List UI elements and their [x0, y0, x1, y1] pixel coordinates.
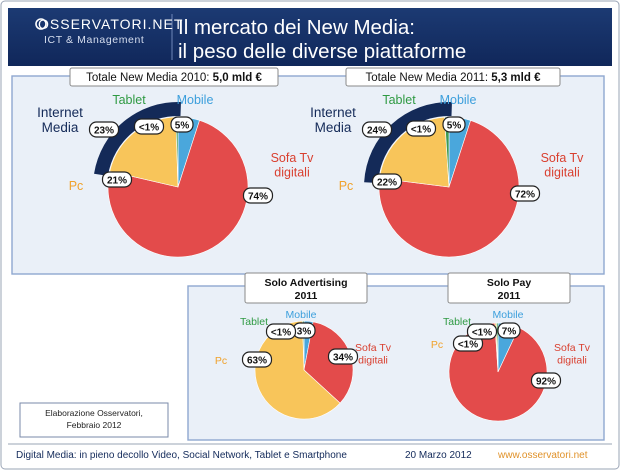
logo-sub: ICT & Management [44, 34, 144, 46]
pie-2011-label-tablet: Tablet [382, 93, 416, 107]
panel-title-pay: Solo Pay 2011 [447, 272, 571, 304]
svg-text:34%: 34% [333, 353, 353, 364]
pie-2010-value-mobile: 5% [170, 116, 194, 133]
pie-adv-label-pc: Pc [215, 355, 227, 367]
svg-text:<1%: <1% [271, 328, 291, 339]
pie-2010-label-pc: Pc [69, 179, 84, 193]
pie-2011-value-internet-media: 24% [361, 121, 393, 138]
pie-pay-label-tablet: Tablet [443, 316, 471, 328]
pie-2010-slice-sofa-tv-digitali [107, 120, 249, 258]
svg-text:21%: 21% [107, 176, 127, 187]
svg-text:92%: 92% [536, 377, 556, 388]
pie-adv-label-sofa-2: digitali [358, 355, 388, 367]
svg-text:Totale New Media 2010: 5,0 mld: Totale New Media 2010: 5,0 mld € [86, 72, 262, 84]
footer-url[interactable]: www.osservatori.net [497, 450, 588, 461]
pie-2011-label-pc: Pc [339, 179, 354, 193]
pie-2010-label-sofa-2: digitali [274, 166, 309, 180]
pie-pay-value-sofa-tv-digitali: 92% [530, 372, 562, 389]
pie-adv-label-mobile: Mobile [286, 309, 317, 321]
panel-title-2010: Totale New Media 2010: 5,0 mld € [69, 67, 279, 87]
pie-2011-slice-sofa-tv-digitali [378, 120, 520, 258]
pie-pay-label-pc: Pc [431, 339, 443, 351]
pie-pay-value-tablet: <1% [466, 323, 498, 340]
logo-ring-icon [35, 18, 47, 30]
svg-text:<1%: <1% [472, 328, 492, 339]
pie-adv-label-tablet: Tablet [240, 316, 268, 328]
pie-2011-label-sofa-1: Sofa Tv [541, 151, 585, 165]
pie-adv [254, 320, 354, 420]
source-note-line2: Febbraio 2012 [67, 420, 122, 430]
pie-pay-slice-tablet [496, 322, 499, 373]
source-note-line1: Elaborazione Osservatori, [45, 408, 143, 418]
pie-2011-value-pc: 22% [371, 173, 403, 190]
pie-pay-label-sofa-1: Sofa Tv [554, 342, 591, 354]
title-line1: Il mercato dei New Media: [178, 16, 415, 39]
pie-2011-label-mobile: Mobile [440, 93, 477, 107]
pie-2010-value-internet-media: 23% [88, 121, 120, 138]
pie-2010-label-group-2: Media [42, 120, 79, 135]
pie-2010-label-mobile: Mobile [177, 93, 214, 107]
pie-2010-value-tablet: <1% [133, 118, 165, 135]
pie-2011-internet-media-arc [364, 101, 452, 184]
svg-text:24%: 24% [367, 126, 387, 137]
svg-text:2011: 2011 [498, 290, 521, 302]
pie-pay-label-mobile: Mobile [493, 309, 524, 321]
pie-2011-value-sofa-tv-digitali: 72% [509, 185, 541, 202]
pie-2011-value-mobile: 5% [442, 116, 466, 133]
pie-2010-label-tablet: Tablet [112, 93, 146, 107]
source-note-box [19, 402, 169, 438]
pie-adv-value-mobile: 3% [292, 322, 316, 339]
pie-pay-value-pc: <1% [452, 335, 484, 352]
footer-caption: Digital Media: in pieno decollo Video, S… [16, 450, 347, 461]
logo-main: OSSERVATORI.NET [38, 16, 183, 32]
panel-title-2011: Totale New Media 2011: 5,3 mld € [345, 67, 561, 87]
svg-text:5%: 5% [175, 121, 190, 132]
svg-text:<1%: <1% [411, 125, 431, 136]
svg-text:23%: 23% [94, 126, 114, 137]
svg-text:63%: 63% [247, 356, 267, 367]
svg-text:2011: 2011 [295, 290, 318, 302]
svg-text:<1%: <1% [139, 123, 159, 134]
pie-2011-value-tablet: <1% [405, 120, 437, 137]
pie-2010-value-pc: 21% [101, 171, 133, 188]
svg-text:3%: 3% [297, 327, 312, 338]
svg-text:5%: 5% [447, 121, 462, 132]
title-line2: il peso delle diverse piattaforme [178, 40, 466, 63]
svg-text:72%: 72% [515, 190, 535, 201]
pie-2010-internet-media-arc [94, 101, 181, 176]
svg-text:Solo Advertising: Solo Advertising [264, 277, 347, 289]
footer-date: 20 Marzo 2012 [405, 450, 472, 461]
pie-adv-value-tablet: <1% [265, 323, 297, 340]
svg-text:Solo Pay: Solo Pay [487, 277, 532, 289]
svg-text:Totale New Media 2011: 5,3 mld: Totale New Media 2011: 5,3 mld € [366, 72, 542, 84]
pie-2011-label-sofa-2: digitali [544, 166, 579, 180]
pie-pay-value-mobile: 7% [497, 322, 521, 339]
pie-2010-label-group-1: Internet [37, 105, 83, 120]
header-bar [8, 8, 612, 66]
svg-text:22%: 22% [377, 178, 397, 189]
pie-2010-value-sofa-tv-digitali: 74% [242, 187, 274, 204]
pie-2011-label-group-1: Internet [310, 105, 356, 120]
panel-title-adv: Solo Advertising 2011 [244, 272, 368, 304]
svg-text:<1%: <1% [458, 340, 478, 351]
pie-adv-value-pc: 63% [241, 351, 273, 368]
pie-pay-label-sofa-2: digitali [557, 355, 587, 367]
pie-2011-label-group-2: Media [315, 120, 352, 135]
pie-adv-label-sofa-1: Sofa Tv [355, 342, 392, 354]
svg-text:74%: 74% [248, 192, 268, 203]
pie-2010-label-sofa-1: Sofa Tv [271, 151, 315, 165]
svg-text:7%: 7% [502, 327, 517, 338]
pie-adv-value-sofa-tv-digitali: 34% [327, 348, 359, 365]
pie-2010-slice-pc [109, 116, 179, 188]
